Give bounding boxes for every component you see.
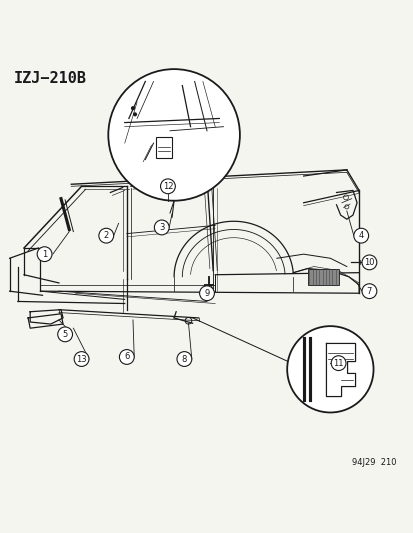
Text: 8: 8	[181, 354, 187, 364]
Polygon shape	[325, 343, 354, 396]
Text: 5: 5	[62, 330, 68, 339]
Circle shape	[57, 327, 72, 342]
Circle shape	[330, 356, 345, 370]
Bar	[307, 269, 338, 285]
Circle shape	[361, 255, 376, 270]
Text: 2: 2	[103, 231, 109, 240]
Text: 94J29  210: 94J29 210	[351, 458, 395, 467]
Text: 4: 4	[358, 231, 363, 240]
Circle shape	[119, 350, 134, 365]
Circle shape	[160, 179, 175, 193]
Text: 7: 7	[366, 287, 371, 296]
Circle shape	[99, 228, 114, 243]
Text: 6: 6	[124, 352, 129, 361]
Bar	[155, 137, 172, 158]
Circle shape	[131, 106, 135, 110]
Circle shape	[74, 352, 89, 366]
Circle shape	[287, 326, 373, 413]
Circle shape	[353, 228, 368, 243]
Text: 3: 3	[159, 223, 164, 232]
Circle shape	[37, 247, 52, 262]
Circle shape	[108, 69, 239, 201]
Text: 13: 13	[76, 354, 87, 364]
Text: 10: 10	[363, 258, 374, 267]
Circle shape	[361, 284, 376, 298]
Circle shape	[133, 112, 137, 116]
Circle shape	[154, 220, 169, 235]
Text: 1: 1	[42, 249, 47, 259]
Text: 12: 12	[162, 182, 173, 191]
Circle shape	[176, 352, 191, 366]
Text: 11: 11	[332, 359, 343, 368]
Circle shape	[199, 286, 214, 301]
Text: IZJ−210B: IZJ−210B	[14, 71, 86, 86]
Text: 9: 9	[204, 289, 209, 298]
